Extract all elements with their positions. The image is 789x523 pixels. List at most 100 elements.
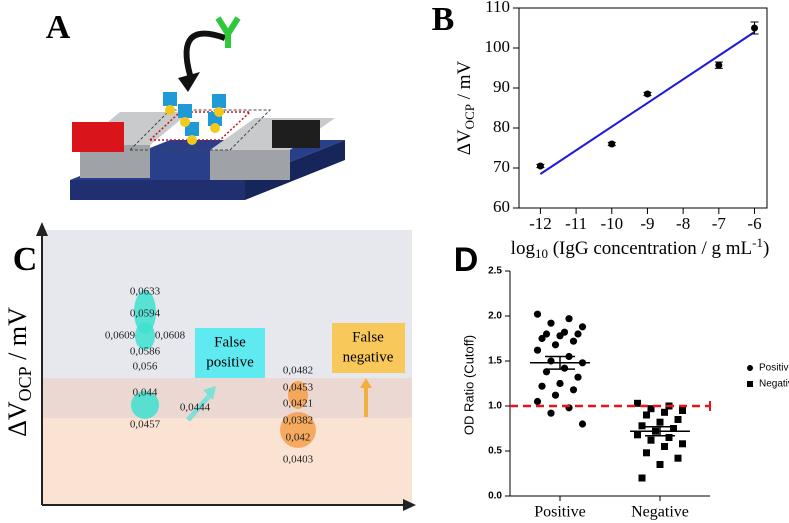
sem-bar [645,425,675,437]
arrow-head [178,72,200,92]
x-tick-label: -10 [600,214,623,233]
substrate-side [245,140,345,200]
value-label: 0,056 [133,361,158,373]
note-box [195,328,265,378]
y-tick-label: 1.0 [488,401,502,412]
point [656,418,664,426]
value-label: 0,042 [286,432,311,444]
point [569,386,578,394]
point [665,434,673,441]
graphene [128,109,272,151]
arrow [186,393,212,422]
legend-marker [747,381,753,387]
label-part: ΔV [3,401,32,437]
bubble [131,391,159,419]
value-label: 0,0403 [283,454,314,466]
point [638,474,646,482]
label-part: (IgG concentration / g mL [548,238,752,259]
y-axis-label: ΔVOCP / mV [454,60,477,155]
point [536,162,544,170]
value-label: 0,0609 [105,330,136,342]
point [647,405,655,413]
plot-frame [518,7,768,209]
point [634,399,641,407]
x-tick-label: Positive [534,504,586,521]
point [574,330,582,338]
point [556,379,564,388]
region [42,378,412,418]
point [560,364,569,372]
panel-label: C [13,241,38,278]
bubble [288,381,308,409]
value-label: 0,0453 [283,382,314,394]
point [643,411,650,419]
y-tick-label: 0.5 [488,446,502,457]
point [643,449,650,457]
label-part: OCP [462,104,477,129]
sem-bar [545,355,575,370]
value-label: 0,0608 [155,330,186,342]
point [679,407,686,414]
y-tick-label: 2.0 [488,311,502,322]
point [542,330,551,338]
point [661,443,668,450]
value-label: 0,0382 [283,415,313,427]
label-part: ) [763,238,769,259]
point [608,140,616,148]
label-part: / mV [454,60,475,104]
point [679,440,686,448]
bubble [134,290,156,334]
note-text: positive [206,354,254,370]
substrate-side [70,180,245,200]
note-text: False [214,334,246,350]
point [565,315,573,323]
arrow-head [403,499,416,511]
x-axis-label: log10 (IgG concentration / g mL-1) [511,235,770,261]
contact-pad [72,122,124,152]
point [670,425,677,432]
x-tick-label: -11 [565,214,587,233]
point [661,408,668,416]
y-axis-label: OD Ratio (Cutoff) [461,335,476,435]
value-label: 0,0594 [130,308,161,320]
note-text: False [352,329,384,345]
value-label: 0,0421 [283,398,313,410]
nanoparticles [165,105,224,145]
y-tick-label: 1.5 [488,356,502,367]
point [647,436,655,444]
x-tick-label: Negative [631,504,689,521]
point [569,337,578,345]
point [533,310,542,318]
point [556,332,564,340]
y-tick-label: 70 [493,157,510,176]
y-tick-label: 0.0 [488,491,502,502]
value-label: 0,044 [133,387,158,399]
label-part: 10 [535,246,548,261]
panel-label: D [454,241,479,279]
point [715,61,723,69]
point [674,454,682,462]
panel-label: B [432,1,455,38]
note-box [332,323,405,373]
label-part: ΔV [454,129,475,155]
x-tick-label: -12 [529,214,552,233]
legend-label: Positive [759,363,789,374]
panel-label: A [46,9,71,46]
device-schematic [70,16,345,200]
arrow-head [360,378,372,388]
label-part: -1 [752,235,763,250]
point [542,368,551,376]
point [538,382,546,390]
value-label: 0,0444 [180,402,211,414]
x-tick-label: -6 [747,214,761,233]
point [578,323,587,331]
y-tick-label: 110 [485,0,510,16]
region [42,418,412,505]
igg [215,16,241,48]
point [574,373,582,381]
label-part: OCP [15,366,35,401]
point [656,461,664,468]
y-axis-label: ΔVOCP / mV [3,307,35,437]
electrode [210,150,290,180]
